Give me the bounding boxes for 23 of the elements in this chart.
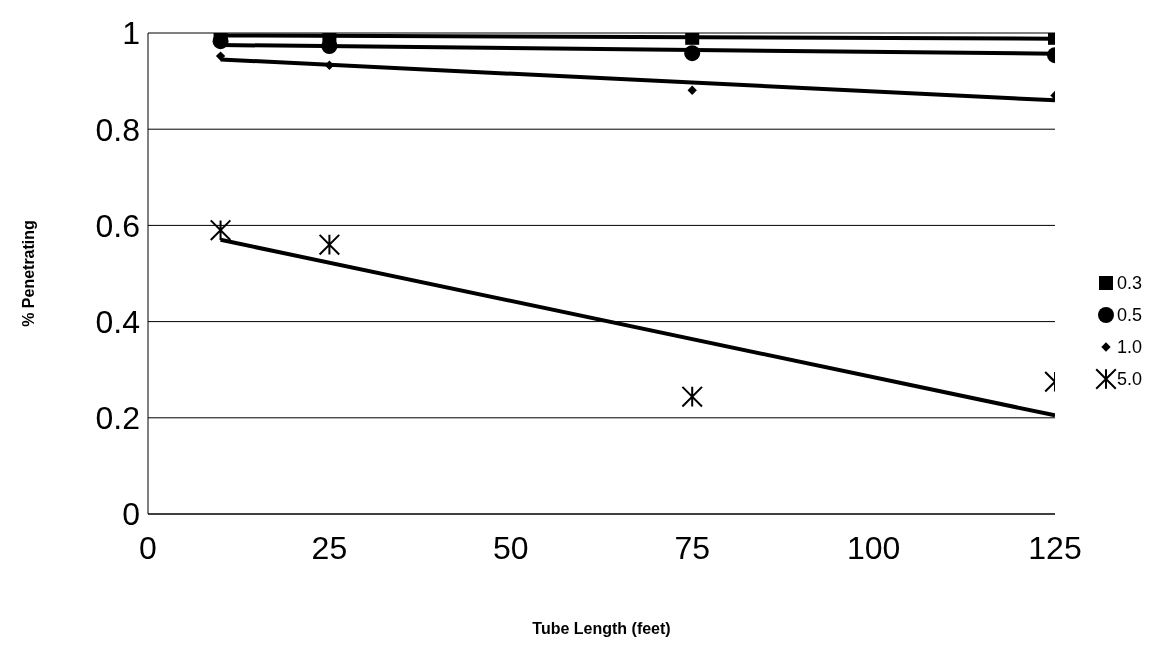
y-tick-label: 0.8 [95,111,140,148]
point [687,85,697,95]
x-tick-label: 125 [1028,529,1082,566]
x-axis-title: Tube Length (feet) [532,620,671,637]
point [215,51,226,61]
point [681,385,703,408]
y-axis-title: % Penetrating [19,220,37,327]
legend-label: 5.0 [1117,368,1143,390]
x-tick-label: 25 [311,529,348,566]
x-tick-label: 100 [846,529,901,566]
y-tick-label: 0 [122,496,140,533]
y-tick-label: 0.6 [95,207,140,244]
legend-label: 1.0 [1117,336,1143,358]
point [318,233,341,256]
y-tick-label: 1 [122,15,140,52]
x-tick-label: 50 [493,529,529,566]
legend-label: 0.3 [1117,272,1143,294]
legend-label: 0.5 [1117,304,1143,326]
y-tick-label: 0.2 [95,400,140,437]
x-tick-label: 75 [674,529,710,566]
point [209,219,232,242]
y-tick-label: 0.4 [95,303,140,340]
point [684,45,701,62]
